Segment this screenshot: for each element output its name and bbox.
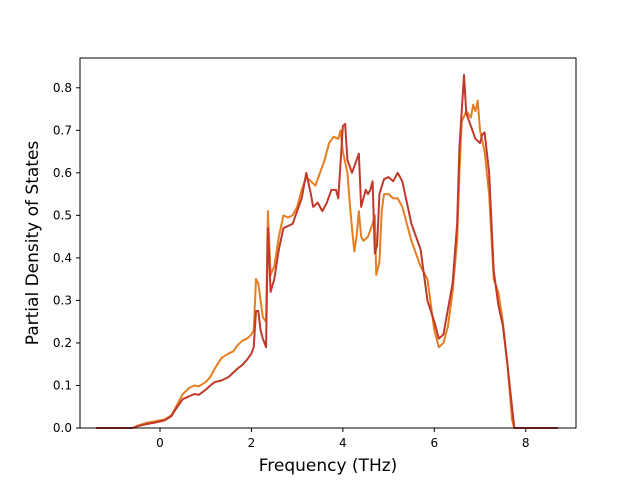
axes-frame <box>79 57 577 429</box>
x-tick-label: 0 <box>156 436 164 450</box>
x-tick-label: 6 <box>430 436 438 450</box>
x-tick-label: 2 <box>248 436 256 450</box>
y-tick-label: 0.3 <box>53 293 72 307</box>
y-tick-label: 0.6 <box>53 166 72 180</box>
series-group <box>96 74 558 429</box>
x-axis-title: Frequency (THz) <box>259 456 398 476</box>
y-tick-label: 0.1 <box>53 378 72 392</box>
y-tick-label: 0.5 <box>53 208 72 222</box>
y-tick-label: 0.2 <box>53 336 72 350</box>
y-axis-title: Partial Density of States <box>23 141 43 346</box>
y-tick-label: 0.8 <box>53 81 72 95</box>
y-tick-label: 0.4 <box>53 251 72 265</box>
plot-area <box>79 57 577 429</box>
x-tick-label: 8 <box>522 436 530 450</box>
y-tick-label: 0.0 <box>53 421 72 435</box>
series-line-2 <box>96 74 558 429</box>
x-tick-label: 4 <box>339 436 347 450</box>
y-axis-ticks: 0.0 0.1 0.2 0.3 0.4 0.5 0.6 0.7 0.8 <box>53 81 80 435</box>
y-tick-label: 0.7 <box>53 123 72 137</box>
x-axis-ticks: 0 2 4 6 8 <box>156 428 530 450</box>
